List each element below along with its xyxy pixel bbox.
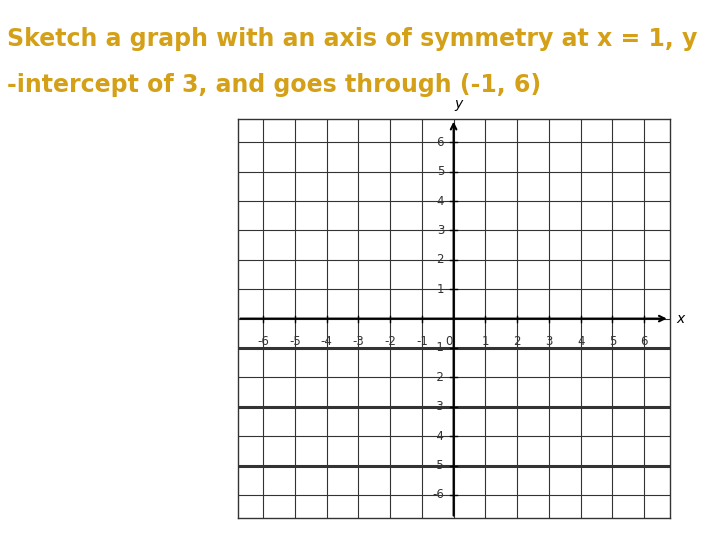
Text: -3: -3	[432, 400, 444, 413]
Text: 5: 5	[608, 335, 616, 348]
Text: -5: -5	[289, 335, 301, 348]
Text: 6: 6	[436, 136, 444, 149]
Text: y: y	[454, 97, 462, 111]
Text: -5: -5	[432, 459, 444, 472]
Text: -4: -4	[320, 335, 333, 348]
Text: 1: 1	[482, 335, 489, 348]
Text: -3: -3	[352, 335, 364, 348]
Text: 3: 3	[437, 224, 444, 237]
Text: -intercept of 3, and goes through (-1, 6): -intercept of 3, and goes through (-1, 6…	[7, 73, 541, 97]
Text: 2: 2	[436, 253, 444, 266]
Text: -6: -6	[257, 335, 269, 348]
Text: -2: -2	[432, 371, 444, 384]
Text: -4: -4	[432, 430, 444, 443]
Text: 6: 6	[640, 335, 648, 348]
Text: 4: 4	[577, 335, 585, 348]
Text: Sketch a graph with an axis of symmetry at x = 1, y: Sketch a graph with an axis of symmetry …	[7, 27, 698, 51]
Text: x: x	[676, 312, 684, 326]
Text: 5: 5	[437, 165, 444, 178]
Text: -1: -1	[416, 335, 428, 348]
Text: -6: -6	[432, 488, 444, 502]
Text: -1: -1	[432, 341, 444, 354]
Text: 0: 0	[445, 335, 453, 348]
Text: 1: 1	[436, 283, 444, 296]
Text: -2: -2	[384, 335, 396, 348]
Text: 3: 3	[545, 335, 552, 348]
Text: 4: 4	[436, 194, 444, 207]
Text: 2: 2	[513, 335, 521, 348]
